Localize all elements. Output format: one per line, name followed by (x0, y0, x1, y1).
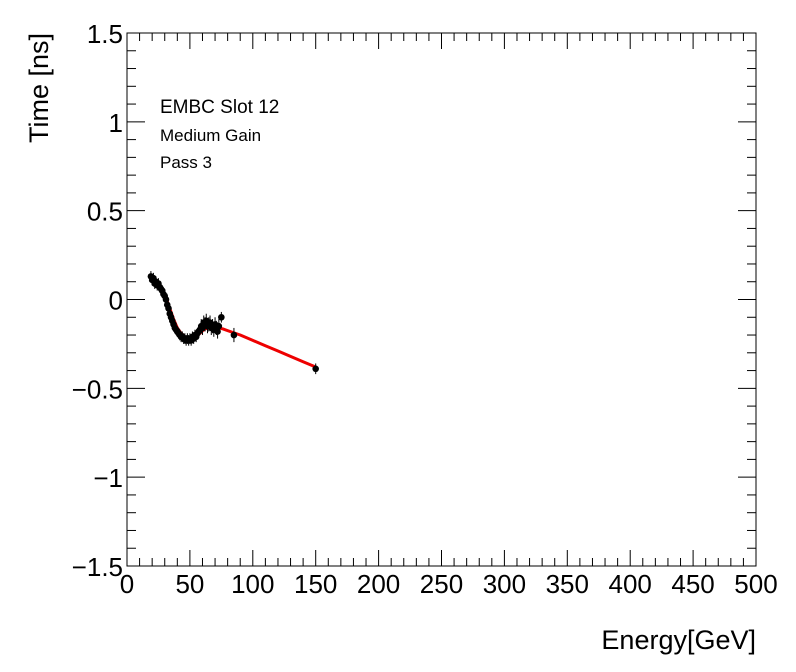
data-point (215, 322, 223, 330)
plot-frame (126, 32, 757, 567)
x-tick-label: 450 (671, 569, 714, 599)
y-tick-label: −0.5 (72, 374, 123, 404)
y-tick-label: −1.5 (72, 552, 123, 582)
annotation-line-2: Medium Gain (160, 126, 261, 145)
y-axis-label: Time [ns] (24, 33, 54, 143)
data-point (312, 365, 320, 373)
x-tick-label: 500 (734, 569, 777, 599)
data-point (218, 313, 225, 321)
x-tick-label: 50 (175, 569, 204, 599)
x-tick-label: 300 (483, 569, 526, 599)
y-tick-label: 1 (109, 108, 123, 138)
y-tick-label: 1.5 (87, 19, 123, 49)
y-tick-label: −1 (93, 463, 123, 493)
y-tick-label: 0 (109, 286, 123, 316)
x-tick-label: 400 (609, 569, 652, 599)
x-axis-label: Energy[GeV] (601, 625, 756, 655)
x-tick-label: 0 (120, 569, 134, 599)
x-tick-label: 150 (294, 569, 337, 599)
data-point (230, 331, 238, 339)
x-tick-label: 250 (420, 569, 463, 599)
x-tick-label: 200 (357, 569, 400, 599)
x-tick-label: 350 (546, 569, 589, 599)
x-tick-label: 100 (231, 569, 274, 599)
tick-labels: 0 50 100 150 200 250 300 350 400 450 500 −1.5 −1 −0.5… (72, 19, 778, 599)
y-tick-label: 0.5 (87, 197, 123, 227)
annotation-line-3: Pass 3 (160, 153, 212, 172)
data-points-layer (147, 271, 320, 375)
annotation-line-1: EMBC Slot 12 (160, 97, 279, 118)
